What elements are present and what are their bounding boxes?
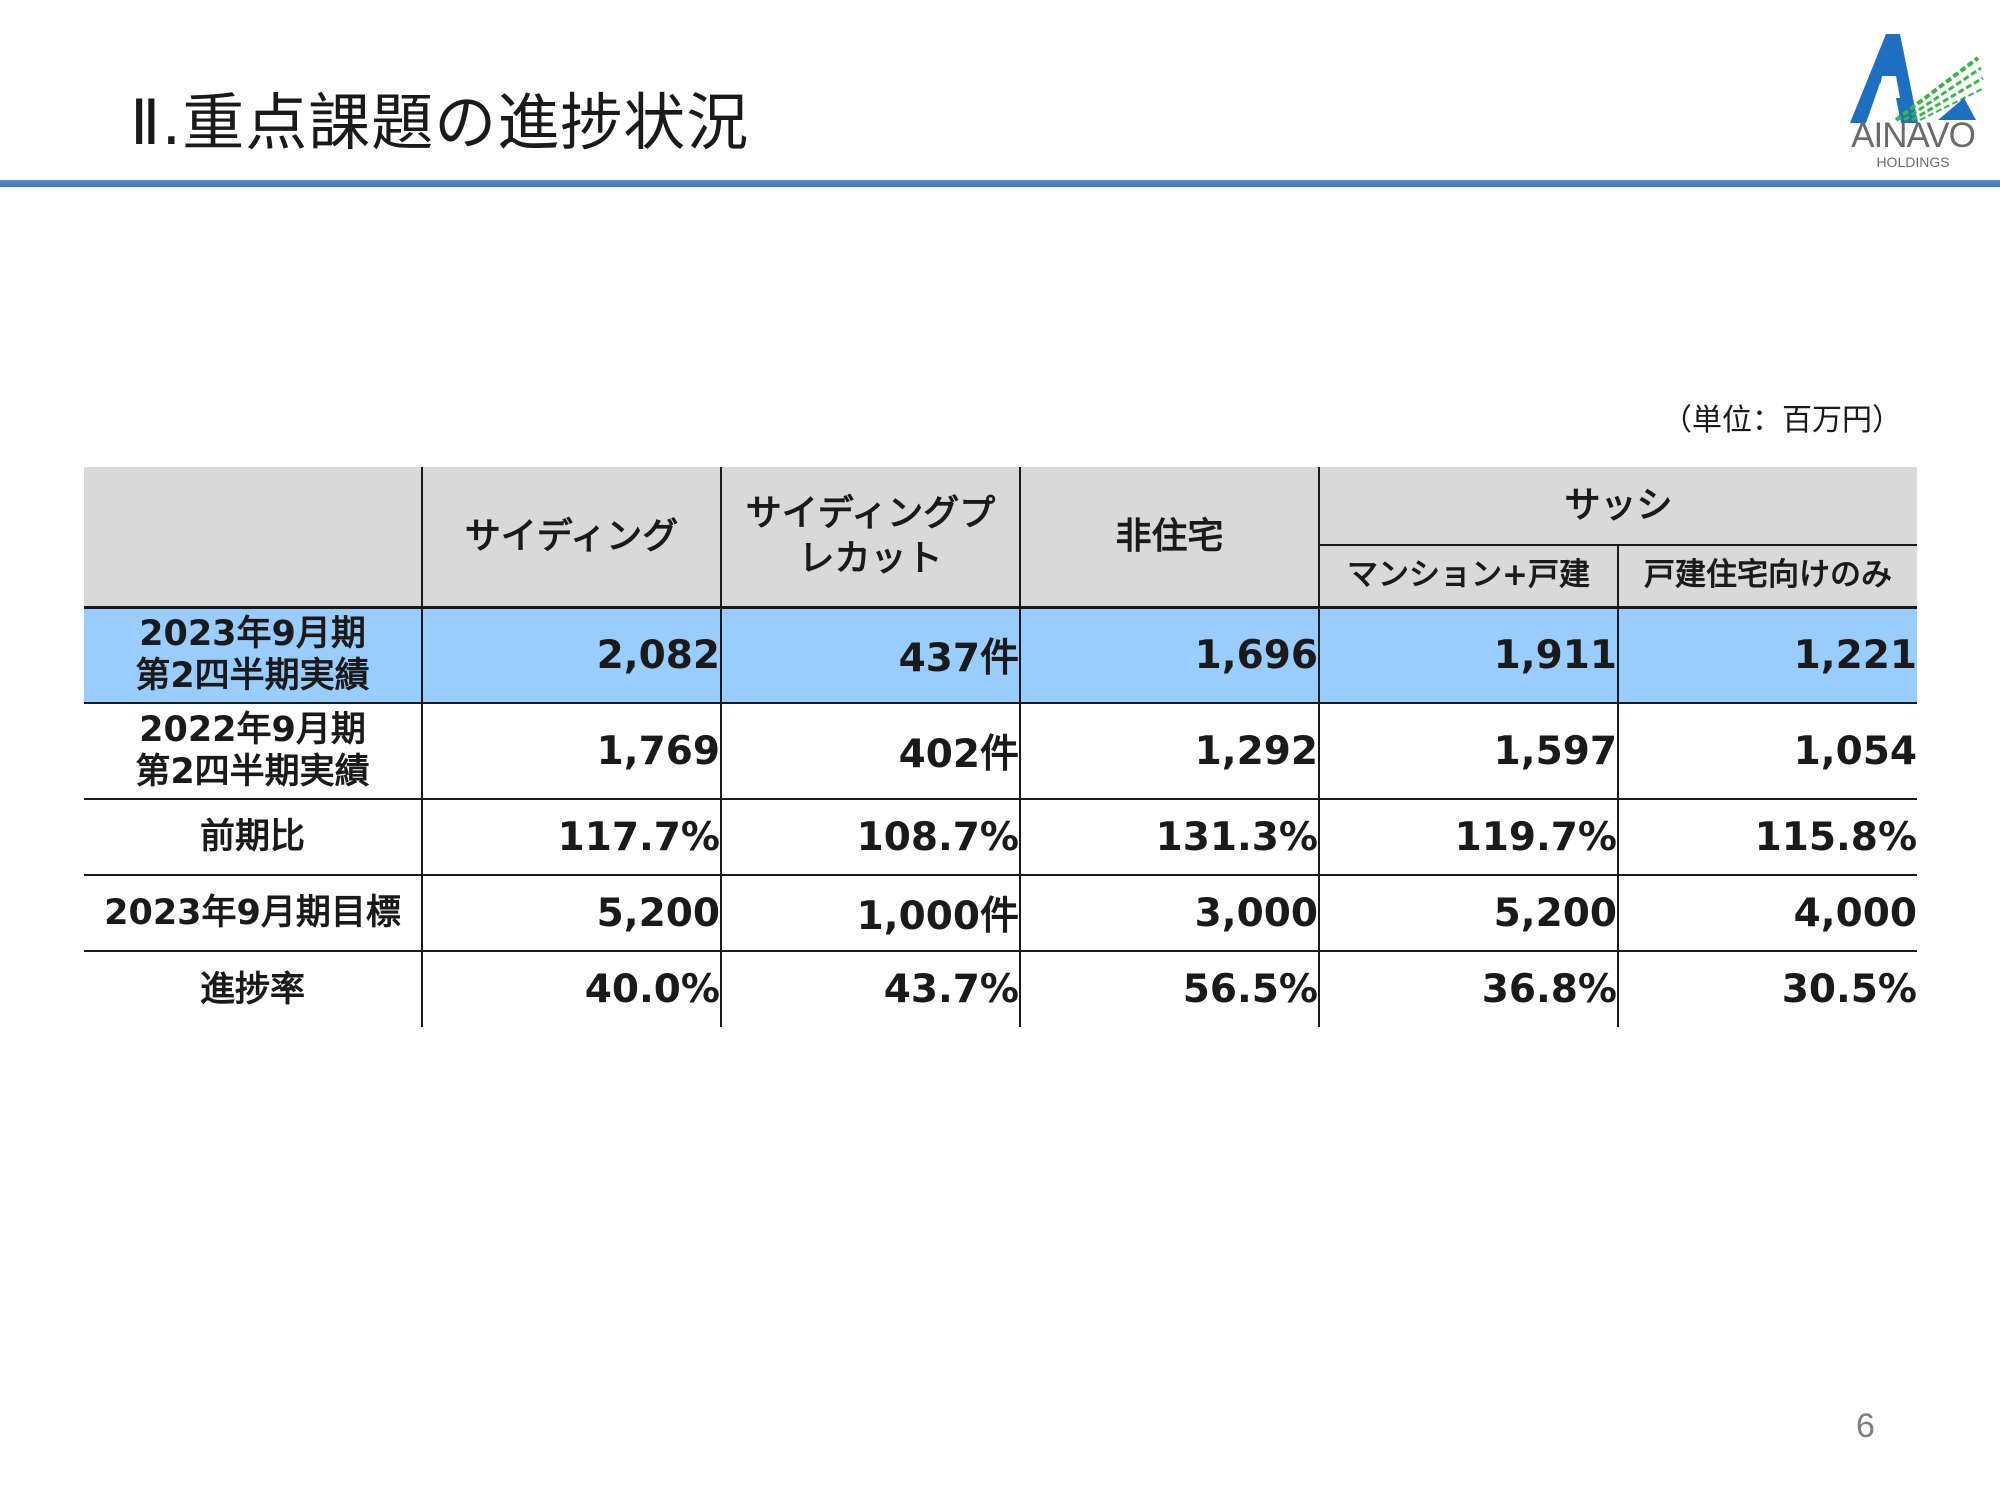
row-label: 進捗率	[199, 969, 305, 1010]
table-cell: 56.5%	[1019, 951, 1319, 1027]
row-label: 2022年9月期 第2四半期実績	[84, 703, 422, 800]
header-sash-house-only: 戸建住宅向けのみ	[1616, 545, 1918, 607]
table-cell: 30.5%	[1616, 951, 1918, 1027]
row-label: 前期比	[84, 799, 422, 876]
logo-wordmark: AINAVO	[1851, 116, 1976, 155]
table-cell: 36.8%	[1318, 951, 1618, 1027]
progress-table: サイディング サイディングプ レカット 非住宅 サッシ マンション+戸建 戸建住…	[84, 467, 1918, 1027]
table-row: 前期比 117.7% 108.7% 131.3% 119.7% 115.8%	[84, 799, 1918, 876]
row-label: 2023年9月期 第2四半期実績	[84, 605, 422, 704]
page-title: Ⅱ.重点課題の進捗状況	[130, 86, 750, 159]
logo-subtext: HOLDINGS	[1876, 154, 1950, 170]
table-cell: 3,000	[1019, 875, 1319, 952]
table-cell: 5,200	[421, 875, 721, 952]
table-cell: 1,292	[1019, 703, 1319, 800]
row-label-line1: 2023年9月期	[139, 614, 366, 655]
table-cell: 2,082	[421, 605, 721, 704]
header-siding-precut: サイディングプ レカット	[720, 467, 1020, 607]
table-cell: 4,000	[1616, 875, 1918, 952]
row-label: 2023年9月期目標	[84, 875, 422, 952]
header-sash-condo-house: マンション+戸建	[1318, 545, 1618, 607]
header-siding: サイディング	[421, 467, 721, 607]
page-number: 6	[1856, 1407, 1875, 1445]
table-cell: 1,221	[1616, 605, 1918, 704]
ainavo-logo-icon	[1850, 34, 1985, 123]
table-cell: 1,000件	[720, 875, 1020, 952]
table-row: 進捗率 40.0% 43.7% 56.5% 36.8% 30.5%	[84, 951, 1918, 1027]
table-cell: 1,597	[1318, 703, 1618, 800]
header-non-residential-label: 非住宅	[1115, 515, 1224, 557]
table-cell: 40.0%	[421, 951, 721, 1027]
table-cell: 119.7%	[1318, 799, 1618, 876]
table-cell: 1,769	[421, 703, 721, 800]
row-label-line2: 第2四半期実績	[135, 656, 370, 697]
table-cell: 117.7%	[421, 799, 721, 876]
table-cell: 108.7%	[720, 799, 1020, 876]
title-divider	[0, 180, 2000, 187]
row-label-line1: 2022年9月期	[139, 710, 366, 750]
table-row: 2023年9月期 第2四半期実績 2,082 437件 1,696 1,911 …	[84, 605, 1918, 704]
unit-note: （単位：百万円）	[1662, 403, 1902, 438]
header-siding-label: サイディング	[464, 515, 679, 557]
table-cell: 131.3%	[1019, 799, 1319, 876]
table-cell: 437件	[720, 605, 1020, 704]
table-row: 2023年9月期目標 5,200 1,000件 3,000 5,200 4,00…	[84, 875, 1918, 952]
table-cell: 115.8%	[1616, 799, 1918, 876]
header-sash-label: サッシ	[1564, 485, 1673, 526]
header-non-residential: 非住宅	[1019, 467, 1319, 607]
table-row: 2022年9月期 第2四半期実績 1,769 402件 1,292 1,597 …	[84, 703, 1918, 800]
header-siding-precut-line2: レカット	[798, 538, 943, 580]
table-cell: 402件	[720, 703, 1020, 800]
header-siding-precut-line1: サイディングプ	[745, 493, 996, 535]
header-sash: サッシ	[1317, 467, 1918, 546]
table-cell: 1,054	[1616, 703, 1918, 800]
table-cell: 43.7%	[720, 951, 1020, 1027]
header-empty-cell	[84, 467, 422, 607]
table-cell: 1,911	[1318, 605, 1618, 704]
row-label-line2: 第2四半期実績	[135, 752, 370, 792]
table-cell: 1,696	[1019, 605, 1319, 704]
table-cell: 5,200	[1318, 875, 1618, 952]
